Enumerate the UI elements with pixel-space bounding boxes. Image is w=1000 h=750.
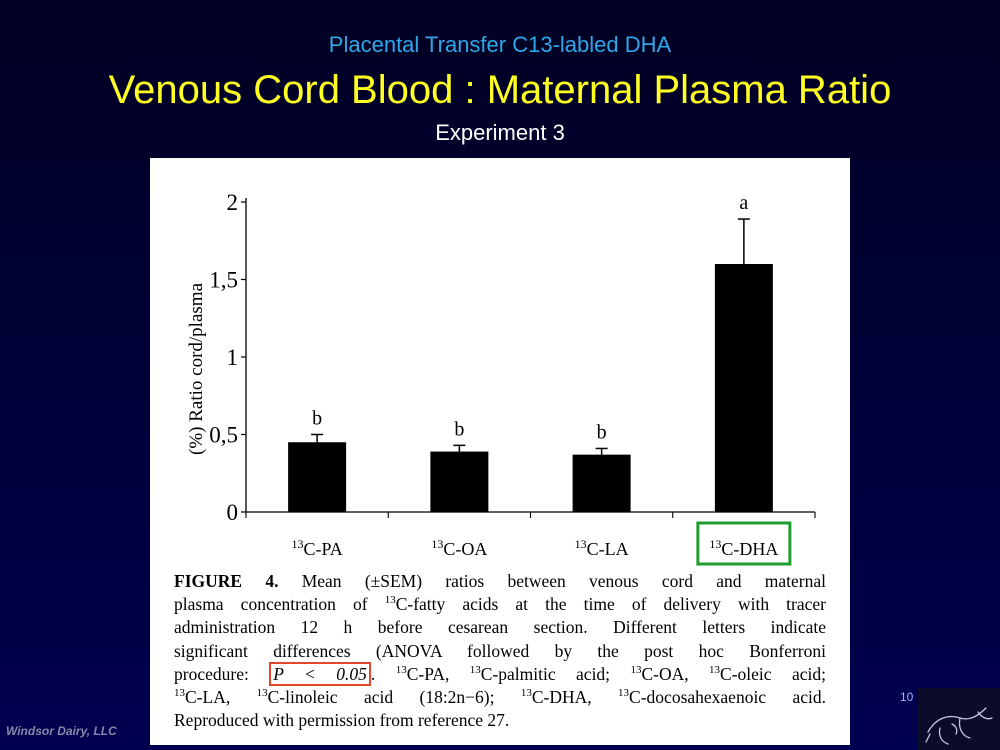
y-tick-label: 1 bbox=[227, 345, 239, 370]
slide-subtitle: Placental Transfer C13-labled DHA bbox=[328, 32, 672, 57]
y-axis-label: (%) Ratio cord/plasma bbox=[186, 282, 207, 455]
bar bbox=[430, 451, 489, 512]
bar-chart: 0 0,5 1 1,5 2 (%) Ratio cord/plasma b 13C-PA b 13… bbox=[186, 190, 816, 566]
page-number: 10 bbox=[900, 690, 914, 704]
x-category-label: 13C-LA bbox=[575, 537, 629, 559]
significance-letter: a bbox=[739, 192, 748, 214]
x-category-label: 13C-OA bbox=[431, 537, 487, 559]
y-tick-label: 1,5 bbox=[209, 268, 238, 293]
figure-panel: 0 0,5 1 1,5 2 (%) Ratio cord/plasma b 13C-PA b 13… bbox=[150, 158, 850, 745]
figure-label: FIGURE 4. bbox=[174, 571, 279, 591]
caption-line-5: procedure: P < 0.05. 13C-PA, 13C-palmiti… bbox=[174, 661, 826, 686]
p-value-highlight: P < 0.05 bbox=[269, 661, 371, 686]
caption-line-6: 13C-LA, 13C-linoleic acid (18:2n−6); 13C… bbox=[174, 687, 826, 708]
caption-line-2: plasma concentration of 13C-fatty acids … bbox=[174, 594, 826, 615]
y-tick-label: 0 bbox=[227, 500, 239, 525]
caption-line-7: Reproduced with permission from referenc… bbox=[174, 710, 510, 731]
significance-letter: b bbox=[597, 421, 607, 443]
slide-caption: Experiment 3 bbox=[435, 120, 565, 145]
figure-caption: FIGURE 4. Mean (±SEM) ratios between ven… bbox=[174, 570, 826, 732]
caption-line-3: administration 12 h before cesarean sect… bbox=[174, 617, 826, 638]
footer-brand: Windsor Dairy, LLC bbox=[6, 724, 117, 738]
bar bbox=[288, 442, 347, 512]
x-category-label: 13C-DHA bbox=[709, 537, 778, 559]
slide-title: Venous Cord Blood : Maternal Plasma Rati… bbox=[108, 68, 892, 112]
significance-letter: b bbox=[454, 418, 464, 440]
y-tick-label: 2 bbox=[227, 190, 239, 215]
y-tick-label: 0,5 bbox=[209, 423, 238, 448]
bar bbox=[714, 264, 773, 512]
dha-highlight-box bbox=[696, 521, 792, 566]
x-category-label: 13C-PA bbox=[291, 537, 342, 559]
bar bbox=[572, 454, 631, 512]
caption-line-4: significant differences (ANOVA followed … bbox=[174, 640, 826, 661]
cow-sketch-logo bbox=[918, 688, 1000, 750]
significance-letter: b bbox=[312, 408, 322, 430]
caption-line-1: FIGURE 4. Mean (±SEM) ratios between ven… bbox=[174, 571, 826, 591]
